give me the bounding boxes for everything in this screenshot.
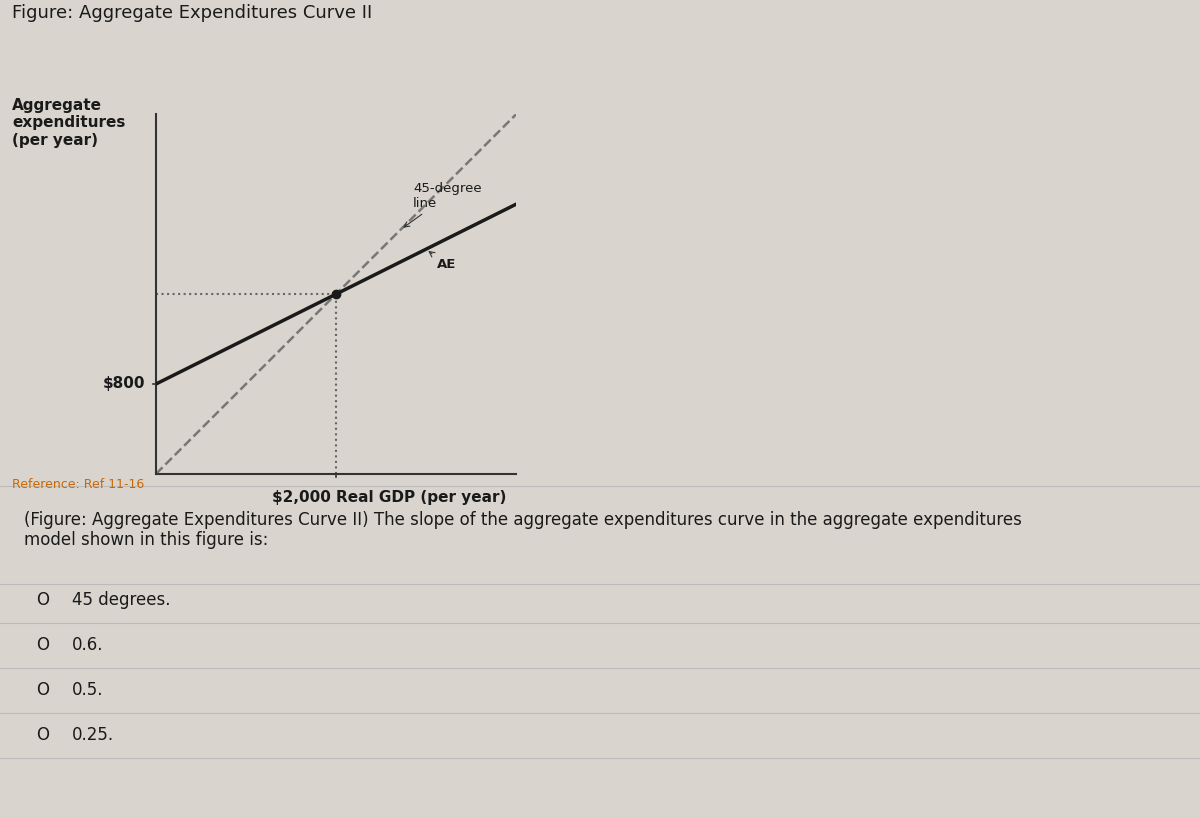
- Text: $800: $800: [102, 377, 145, 391]
- Text: O: O: [36, 681, 49, 699]
- Text: (Figure: Aggregate Expenditures Curve II) The slope of the aggregate expenditure: (Figure: Aggregate Expenditures Curve II…: [24, 511, 1022, 549]
- Text: 45 degrees.: 45 degrees.: [72, 592, 170, 609]
- Text: 0.25.: 0.25.: [72, 726, 114, 744]
- Text: O: O: [36, 592, 49, 609]
- Text: 0.6.: 0.6.: [72, 636, 103, 654]
- Text: $2,000: $2,000: [272, 490, 336, 505]
- Text: Reference: Ref 11-16: Reference: Ref 11-16: [12, 478, 144, 491]
- Text: Real GDP (per year): Real GDP (per year): [336, 490, 506, 505]
- Text: Aggregate
expenditures
(per year): Aggregate expenditures (per year): [12, 98, 125, 148]
- Text: O: O: [36, 726, 49, 744]
- Text: AE: AE: [430, 252, 456, 271]
- Text: 45-degree
line: 45-degree line: [404, 182, 481, 227]
- Text: Figure: Aggregate Expenditures Curve II: Figure: Aggregate Expenditures Curve II: [12, 4, 372, 22]
- Text: O: O: [36, 636, 49, 654]
- Text: 0.5.: 0.5.: [72, 681, 103, 699]
